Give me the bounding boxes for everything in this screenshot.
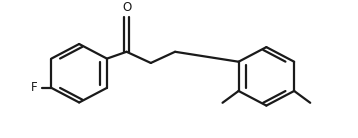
Text: F: F: [31, 81, 38, 94]
Text: O: O: [122, 1, 131, 14]
